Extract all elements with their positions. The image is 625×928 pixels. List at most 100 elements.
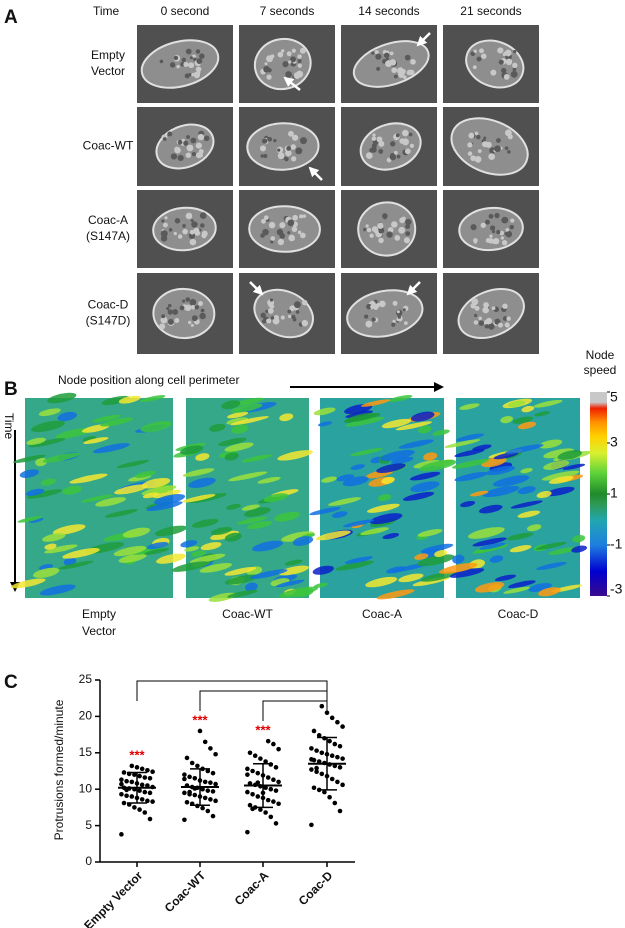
heat-streak <box>199 562 233 573</box>
granule <box>302 299 308 306</box>
granule <box>268 221 276 229</box>
heat-streak <box>548 475 574 484</box>
cell <box>248 205 321 253</box>
heat-streak <box>376 589 415 600</box>
colorbar-tick-label: 3 <box>610 434 618 450</box>
granule <box>263 153 268 159</box>
heat-streak <box>417 554 455 567</box>
heat-streak <box>557 450 582 460</box>
heat-streak <box>209 423 226 432</box>
arrow <box>308 166 323 181</box>
granule <box>195 66 202 73</box>
granule <box>473 320 479 325</box>
heat-streak <box>104 509 138 518</box>
granule <box>403 237 410 244</box>
data-point <box>324 710 330 716</box>
heat-streak <box>506 532 534 541</box>
granule <box>392 300 398 306</box>
heat-streak <box>241 504 260 511</box>
granule <box>293 301 301 309</box>
granule <box>170 153 178 160</box>
granule <box>261 218 266 224</box>
heat-streak <box>241 454 273 463</box>
heat-streak <box>245 582 258 592</box>
heat-streak <box>482 485 520 498</box>
granule <box>389 51 394 56</box>
data-point <box>202 779 208 785</box>
granule <box>500 67 507 74</box>
arrow <box>406 281 421 296</box>
granule <box>291 48 296 53</box>
granule <box>383 216 387 220</box>
granule <box>394 234 401 241</box>
colorbar-tick-label: -1 <box>610 536 623 552</box>
data-point <box>213 751 218 757</box>
heat-streak <box>500 415 513 424</box>
heat-streak <box>189 553 226 564</box>
heat-streak <box>230 403 263 413</box>
granule <box>485 317 493 325</box>
granule <box>297 63 302 68</box>
heat-streak <box>221 400 241 410</box>
granule <box>280 49 285 53</box>
heat-streak <box>494 574 517 582</box>
heat-streak <box>398 439 434 449</box>
heat-streak <box>572 535 586 543</box>
map-label: Coac-D <box>498 607 539 621</box>
heat-streak <box>346 412 377 422</box>
data-point <box>332 763 338 769</box>
granule <box>405 231 411 237</box>
heat-streak <box>180 540 198 548</box>
granule <box>376 136 383 143</box>
granule <box>190 137 197 144</box>
data-point <box>147 790 153 796</box>
heat-streak <box>345 416 385 427</box>
heat-streak <box>141 477 171 489</box>
granule <box>471 298 479 306</box>
heat-streak <box>521 405 535 413</box>
granule <box>378 140 385 147</box>
data-point <box>200 786 205 792</box>
heat-streak <box>42 533 66 542</box>
heat-streak <box>25 488 45 497</box>
heat-streak <box>190 550 206 557</box>
heat-streak <box>230 416 269 426</box>
granule <box>185 48 192 55</box>
granule <box>287 130 294 137</box>
heat-streak <box>345 410 373 418</box>
heat-streak <box>335 560 374 571</box>
granule <box>500 236 504 240</box>
time-label: Time <box>93 4 120 18</box>
row-label: Coac-WT <box>83 139 134 153</box>
heat-streak <box>140 395 166 403</box>
granule <box>270 316 275 320</box>
data-point <box>340 782 345 788</box>
granule <box>299 214 304 219</box>
column-header: 21 seconds <box>460 4 521 18</box>
heat-streak <box>146 501 183 512</box>
heat-streak <box>116 459 149 469</box>
granule <box>201 233 207 239</box>
data-point <box>273 788 279 793</box>
granule <box>504 146 509 150</box>
data-point <box>210 813 216 819</box>
heat-streak <box>180 445 204 455</box>
granule <box>196 58 203 65</box>
data-point <box>327 738 332 744</box>
heat-streak <box>486 465 516 476</box>
granule <box>369 147 374 153</box>
heat-streak <box>423 452 438 461</box>
heat-streak <box>47 392 77 404</box>
granule <box>161 314 166 319</box>
data-point <box>134 765 140 770</box>
granule <box>174 218 181 224</box>
granule <box>379 300 386 308</box>
granule <box>482 306 489 314</box>
heat-streak <box>451 459 489 469</box>
granule <box>473 49 477 53</box>
heat-streak <box>278 565 309 576</box>
granule <box>161 219 165 223</box>
granule <box>504 232 508 236</box>
heat-streak <box>420 571 458 582</box>
